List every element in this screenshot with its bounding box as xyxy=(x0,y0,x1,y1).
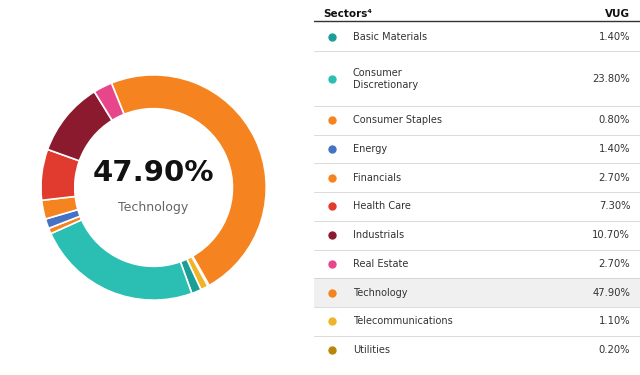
Text: Real Estate: Real Estate xyxy=(353,259,408,269)
Text: 23.80%: 23.80% xyxy=(593,74,630,84)
Text: 10.70%: 10.70% xyxy=(593,230,630,240)
Text: Basic Materials: Basic Materials xyxy=(353,32,427,42)
Text: Utilities: Utilities xyxy=(353,345,390,355)
Text: 0.80%: 0.80% xyxy=(599,115,630,125)
Text: Sectors⁴: Sectors⁴ xyxy=(323,9,372,20)
FancyBboxPatch shape xyxy=(314,278,640,307)
Wedge shape xyxy=(49,216,82,234)
Text: Technology: Technology xyxy=(353,288,407,298)
Text: Telecommunications: Telecommunications xyxy=(353,316,452,326)
Wedge shape xyxy=(45,210,80,228)
Text: Consumer Staples: Consumer Staples xyxy=(353,115,442,125)
Text: 47.90%: 47.90% xyxy=(593,288,630,298)
Text: 7.30%: 7.30% xyxy=(598,201,630,211)
Text: 1.40%: 1.40% xyxy=(598,32,630,42)
Wedge shape xyxy=(51,220,192,300)
Wedge shape xyxy=(187,256,208,290)
Wedge shape xyxy=(41,149,79,200)
Text: 2.70%: 2.70% xyxy=(598,173,630,183)
Text: Technology: Technology xyxy=(118,201,189,214)
Text: Health Care: Health Care xyxy=(353,201,411,211)
Wedge shape xyxy=(47,92,112,161)
Wedge shape xyxy=(42,196,78,219)
Text: Consumer
Discretionary: Consumer Discretionary xyxy=(353,68,418,90)
Text: VUG: VUG xyxy=(605,9,630,20)
Text: 0.20%: 0.20% xyxy=(598,345,630,355)
Text: Industrials: Industrials xyxy=(353,230,404,240)
Text: 1.40%: 1.40% xyxy=(598,144,630,154)
Wedge shape xyxy=(180,259,201,294)
Text: 47.90%: 47.90% xyxy=(93,159,214,187)
Wedge shape xyxy=(111,75,266,285)
Text: Energy: Energy xyxy=(353,144,387,154)
Wedge shape xyxy=(191,256,209,286)
Wedge shape xyxy=(94,83,124,120)
Text: 2.70%: 2.70% xyxy=(598,259,630,269)
Text: Financials: Financials xyxy=(353,173,401,183)
Text: 1.10%: 1.10% xyxy=(598,316,630,326)
